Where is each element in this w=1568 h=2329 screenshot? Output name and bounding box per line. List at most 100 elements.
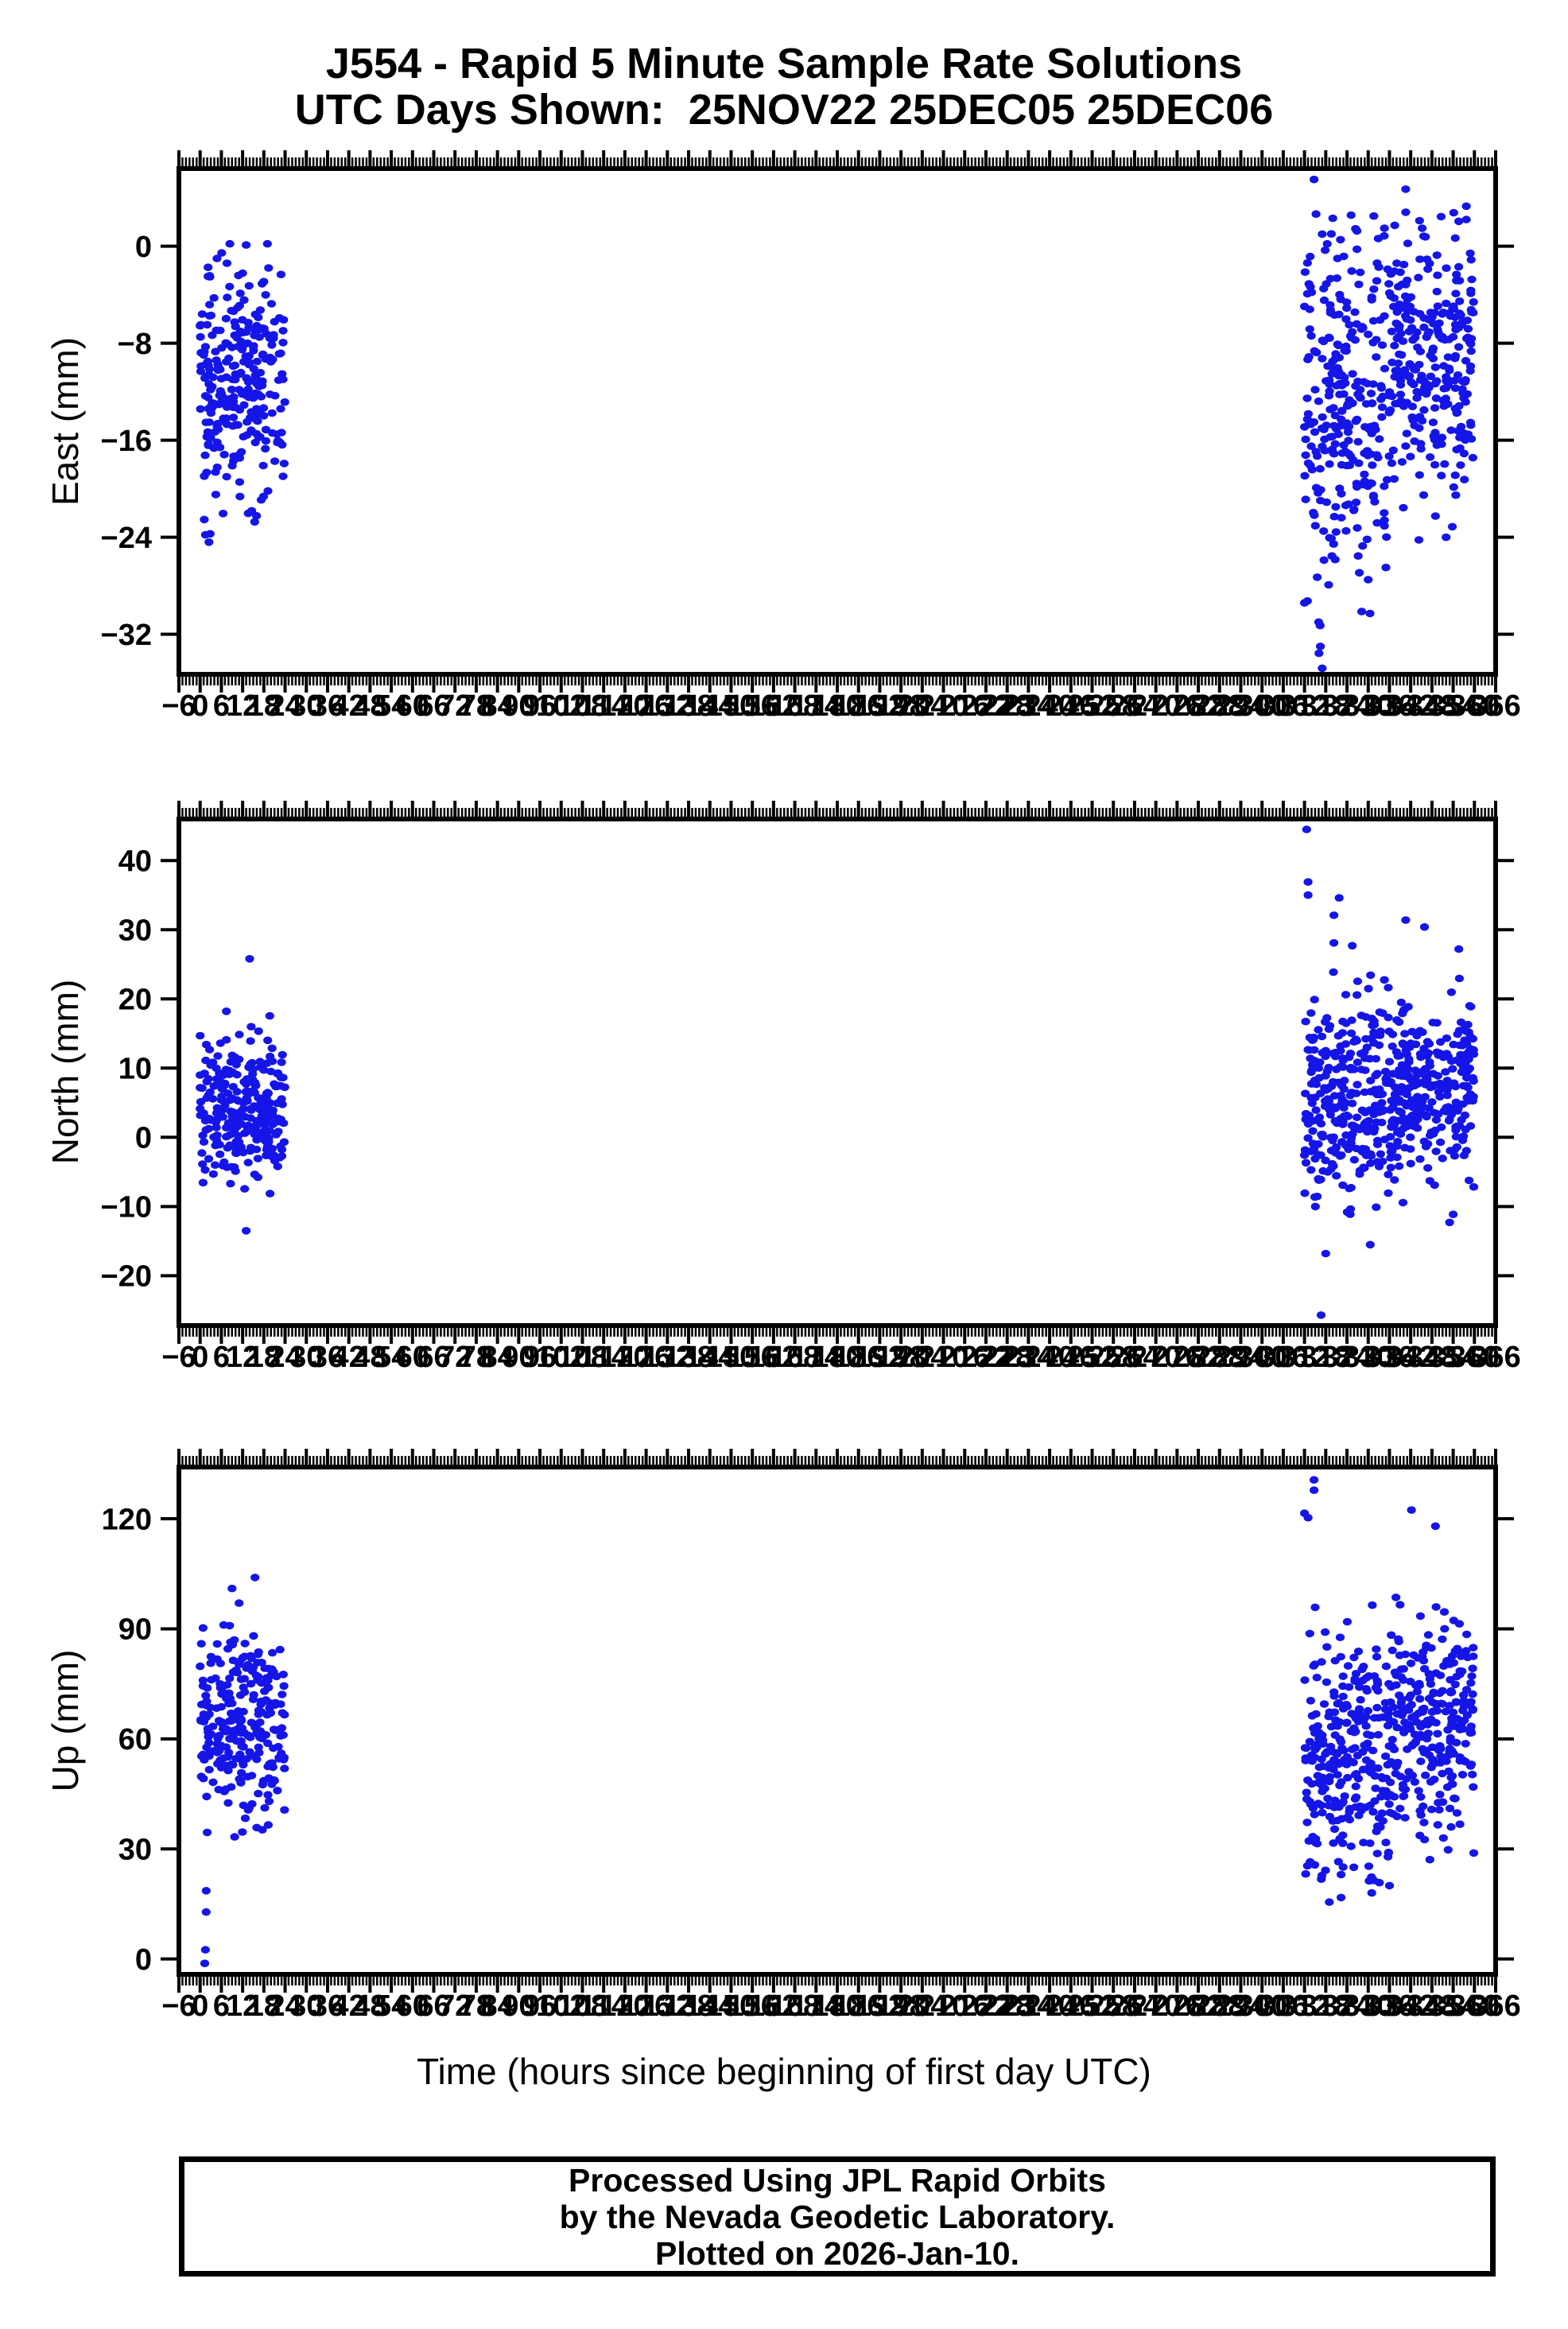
outlier-point bbox=[1384, 1881, 1395, 1890]
x-tick-label: 222 bbox=[961, 1341, 1011, 1374]
x-tick-label: 114 bbox=[580, 1989, 628, 2023]
x-tick-label: 180 bbox=[812, 1341, 862, 1374]
x-tick-label: 342 bbox=[1385, 1341, 1435, 1374]
x-tick-label: 12 bbox=[226, 689, 259, 723]
x-tick-label: 174 bbox=[791, 1341, 841, 1374]
up-points bbox=[196, 1476, 1479, 1967]
x-tick-label: 30 bbox=[289, 1989, 323, 2023]
x-tick-label: 234 bbox=[1003, 1341, 1054, 1374]
plot-title: J554 - Rapid 5 Minute Sample Rate Soluti… bbox=[325, 40, 1243, 87]
x-tick-label: 126 bbox=[621, 689, 671, 723]
x-tick-label: 264 bbox=[1109, 1341, 1159, 1374]
x-tick-label: 210 bbox=[918, 1341, 968, 1374]
x-tick-label: 60 bbox=[396, 689, 429, 723]
x-tick-label: 144 bbox=[685, 1341, 735, 1374]
plot-subtitle: UTC Days Shown: 25NOV22 25DEC05 25DEC06 bbox=[294, 86, 1274, 134]
x-tick-label: 90 bbox=[502, 689, 535, 723]
outlier-point bbox=[242, 1227, 251, 1235]
x-tick-label: 276 bbox=[1152, 689, 1202, 723]
outlier-point bbox=[200, 530, 210, 539]
x-tick-label: 150 bbox=[706, 1341, 756, 1374]
outlier-point bbox=[235, 1599, 244, 1607]
y-tick-label: −20 bbox=[101, 1260, 152, 1294]
x-tick-label: 132 bbox=[642, 1341, 693, 1374]
x-tick-label: 306 bbox=[1258, 1989, 1308, 2023]
x-tick-label: 126 bbox=[621, 1341, 671, 1374]
outlier-point bbox=[1334, 894, 1344, 902]
outlier-point bbox=[1401, 208, 1411, 216]
x-tick-label: 102 bbox=[536, 1341, 586, 1374]
x-tick-label: −6 bbox=[161, 1989, 196, 2023]
x-tick-label: 204 bbox=[897, 689, 947, 723]
x-tick-label: 90 bbox=[502, 1989, 535, 2023]
x-tick-label: 192 bbox=[855, 1989, 905, 2023]
x-tick-label: 192 bbox=[855, 689, 905, 723]
x-tick-label: 246 bbox=[1046, 1989, 1096, 2023]
x-tick-label: 84 bbox=[481, 689, 514, 723]
x-tick-label: 138 bbox=[663, 1341, 713, 1374]
x-tick-label: 282 bbox=[1173, 1341, 1223, 1374]
x-tick-label: 240 bbox=[1024, 1341, 1074, 1374]
outlier-point bbox=[227, 1584, 237, 1593]
x-tick-label: 90 bbox=[502, 1341, 535, 1374]
outlier-point bbox=[1303, 1513, 1313, 1522]
x-tick-label: 192 bbox=[855, 1341, 905, 1374]
x-tick-label: 120 bbox=[600, 689, 650, 723]
up-x-ticks bbox=[161, 1449, 1514, 1993]
north-y-tick-labels: 40 30 20 10 0 −10 −20 bbox=[101, 845, 152, 1294]
x-tick-label: −6 bbox=[161, 1341, 196, 1374]
east-frame bbox=[177, 166, 1498, 677]
outlier-point bbox=[1445, 1218, 1454, 1227]
x-tick-label: 12 bbox=[226, 1989, 259, 2023]
credit-box: Processed Using JPL Rapid Orbits by the … bbox=[179, 2156, 1496, 2277]
x-tick-label: 312 bbox=[1279, 689, 1329, 723]
x-tick-label: 330 bbox=[1343, 1341, 1393, 1374]
x-tick-label: 120 bbox=[600, 1341, 650, 1374]
x-tick-label: 258 bbox=[1089, 689, 1139, 723]
x-tick-label: 126 bbox=[621, 1989, 671, 2023]
x-tick-label: 354 bbox=[1428, 1341, 1478, 1374]
y-tick-label: −10 bbox=[101, 1191, 152, 1225]
x-tick-label: 78 bbox=[460, 1341, 493, 1374]
y-tick-label: 40 bbox=[118, 845, 152, 879]
outlier-point bbox=[262, 239, 272, 248]
x-tick-label: 330 bbox=[1343, 1989, 1393, 2023]
x-tick-label: 198 bbox=[875, 1989, 926, 2023]
east-x-ticks bbox=[161, 150, 1514, 693]
x-tick-label: 258 bbox=[1089, 1989, 1139, 2023]
x-tick-label: 216 bbox=[940, 689, 990, 723]
x-tick-label: 228 bbox=[982, 1989, 1032, 2023]
outlier-point bbox=[1367, 1888, 1376, 1897]
x-tick-label: 36 bbox=[311, 1989, 344, 2023]
x-tick-label: 306 bbox=[1258, 1341, 1308, 1374]
x-tick-label: 48 bbox=[353, 1341, 386, 1374]
east-x-tick-labels: −60 6121824303642485460667278849096102108… bbox=[161, 689, 1520, 723]
x-tick-label: 114 bbox=[580, 689, 628, 723]
x-tick-label: 336 bbox=[1364, 1341, 1415, 1374]
y-tick-label: 20 bbox=[118, 984, 152, 1017]
x-tick-label: 348 bbox=[1407, 1341, 1457, 1374]
x-axis-title: Time (hours since beginning of first day… bbox=[417, 2051, 1151, 2092]
x-tick-label: 78 bbox=[460, 689, 493, 723]
x-tick-label: 162 bbox=[748, 1341, 798, 1374]
x-tick-label: 30 bbox=[289, 689, 323, 723]
outlier-point bbox=[1364, 576, 1373, 584]
x-tick-label: 0 bbox=[192, 689, 208, 723]
outlier-point bbox=[1316, 1311, 1326, 1319]
x-tick-label: 210 bbox=[918, 1989, 968, 2023]
x-tick-label: 138 bbox=[663, 689, 713, 723]
north-axis-title: North (mm) bbox=[45, 979, 86, 1165]
x-tick-label: 288 bbox=[1194, 1989, 1244, 2023]
x-tick-label: 294 bbox=[1216, 1341, 1266, 1374]
y-tick-label: 90 bbox=[118, 1613, 152, 1647]
x-tick-label: 246 bbox=[1046, 689, 1096, 723]
x-tick-label: 108 bbox=[557, 1989, 607, 2023]
x-tick-label: 342 bbox=[1385, 689, 1435, 723]
x-tick-label: 186 bbox=[833, 1989, 883, 2023]
x-tick-label: 216 bbox=[940, 1989, 990, 2023]
x-tick-label: 66 bbox=[417, 1989, 450, 2023]
x-tick-label: 300 bbox=[1236, 689, 1287, 723]
north-x-tick-labels: −60 6121824303642485460667278849096102108… bbox=[161, 1341, 1520, 1374]
x-tick-label: −6 bbox=[161, 689, 196, 723]
